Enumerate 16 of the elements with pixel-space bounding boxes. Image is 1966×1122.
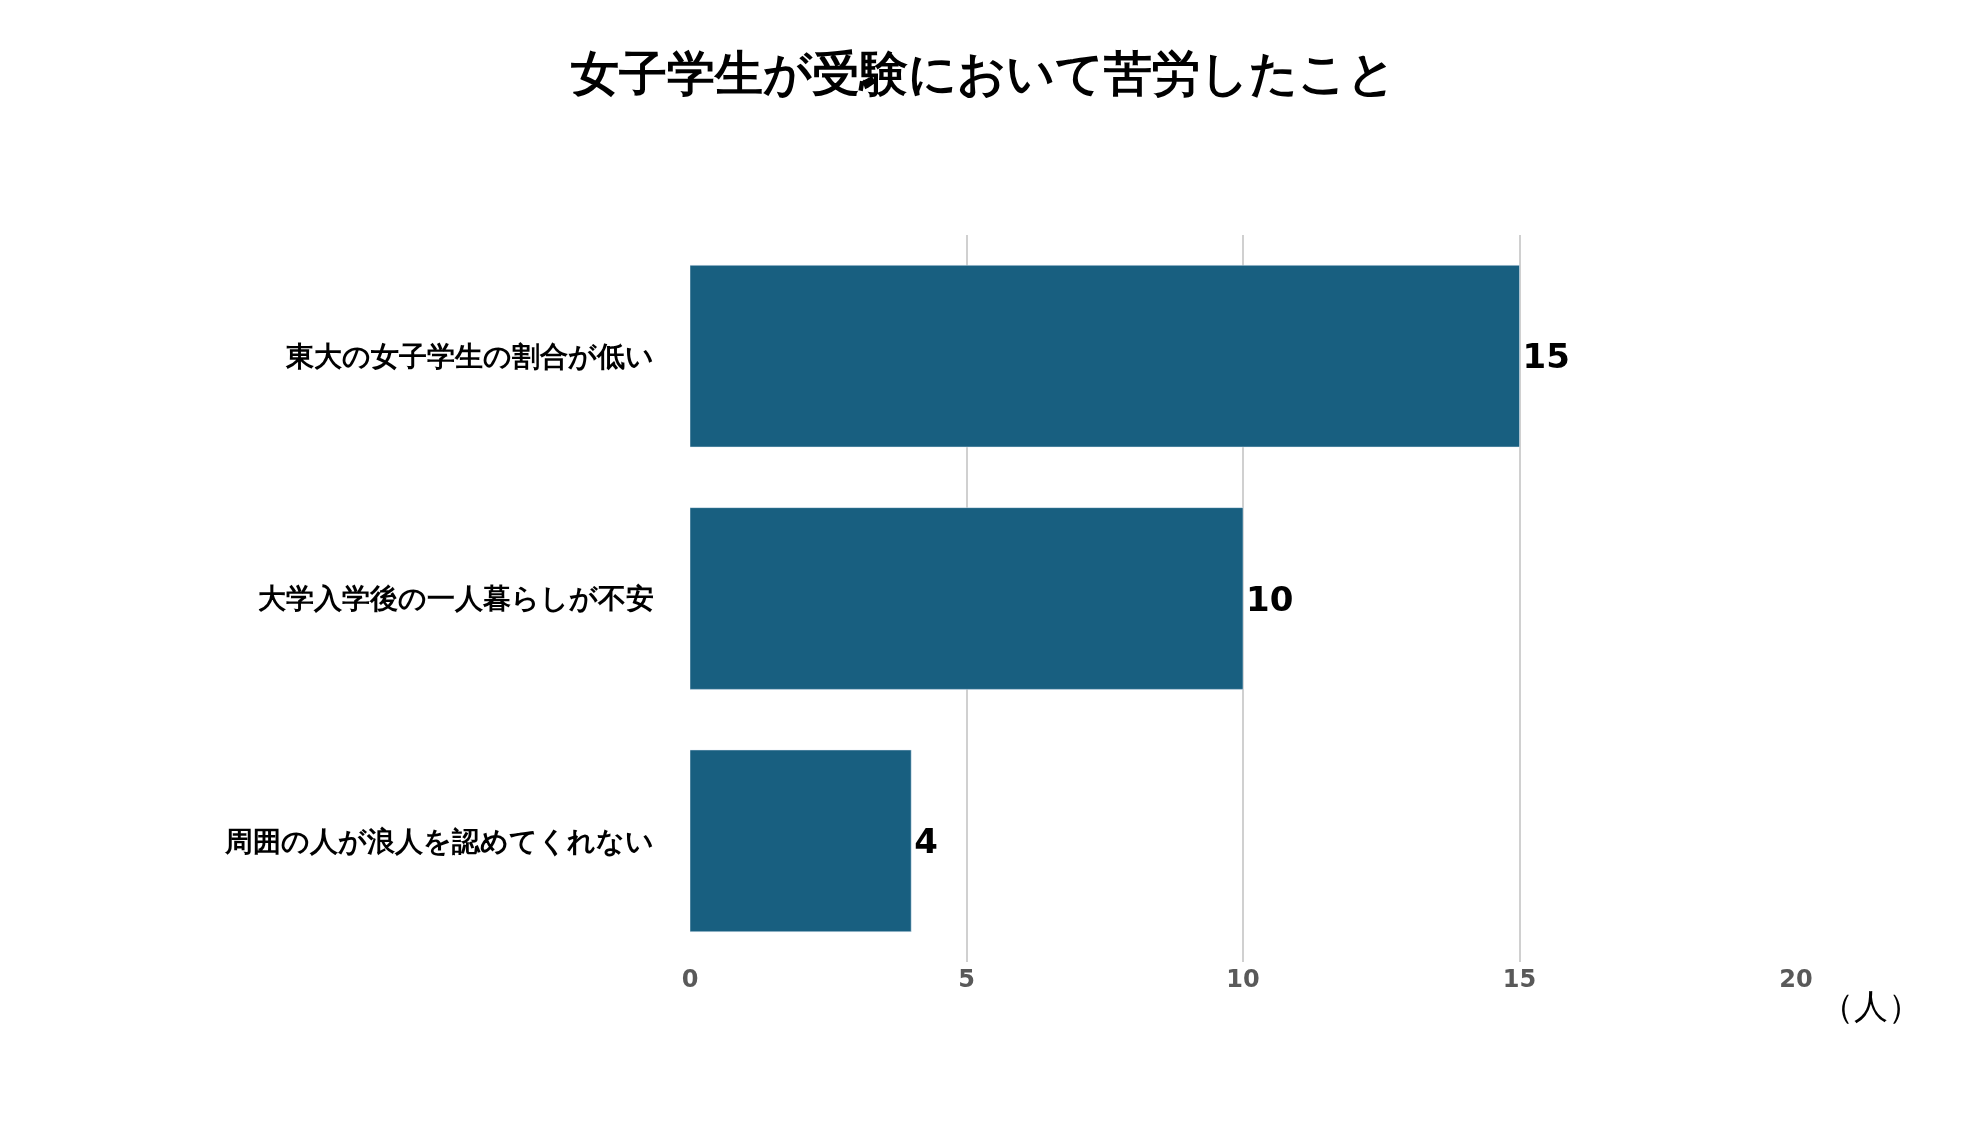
data-label: 15: [1522, 336, 1570, 377]
x-tick-label: 10: [1226, 965, 1260, 993]
x-tick-label: 15: [1502, 965, 1537, 993]
x-tick-label: 0: [681, 965, 699, 993]
y-tick-label: 東大の女子学生の割合が低い: [285, 339, 654, 373]
y-tick-label: 周囲の人が浪人を認めてくれない: [224, 824, 654, 858]
bar: [690, 749, 912, 932]
bar: [690, 265, 1520, 448]
data-label: 4: [914, 820, 938, 861]
x-tick-label: 5: [958, 965, 975, 993]
x-tick-label: 20: [1779, 965, 1813, 993]
bar: [690, 507, 1244, 690]
data-label: 10: [1246, 578, 1294, 619]
chart-title: 女子学生が受験において苦労したこと: [570, 44, 1396, 101]
x-axis-title: （人）: [1820, 986, 1922, 1026]
y-tick-label: 大学入学後の一人暮らしが不安: [258, 582, 654, 616]
